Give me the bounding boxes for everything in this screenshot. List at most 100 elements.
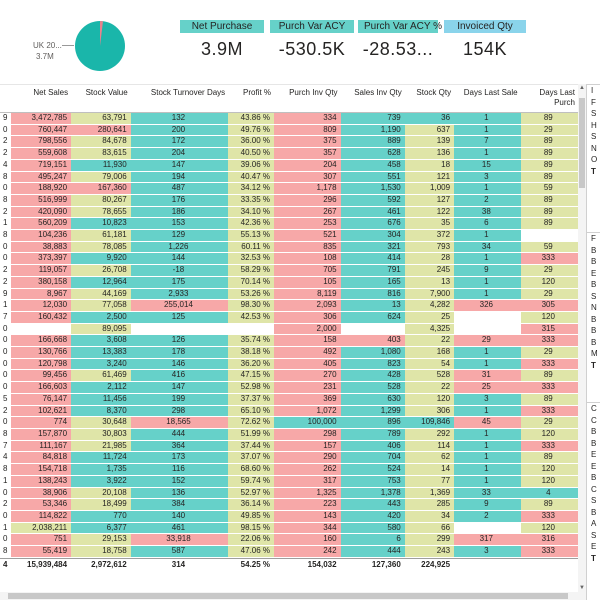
- right-panel-item[interactable]: E: [591, 450, 597, 459]
- right-panel-item[interactable]: C: [591, 404, 597, 413]
- right-panel-item[interactable]: S: [591, 530, 597, 540]
- table-row[interactable]: 0 114,822 770 140 49.85 % 143 420 34 2 333: [0, 510, 578, 523]
- table-row[interactable]: 0 774 30,648 18,565 72.62 % 100,000 896 109,846…: [0, 417, 578, 429]
- table-row[interactable]: 0 373,397 9,920 144 32.53 % 108 414 28 1 333: [0, 253, 578, 266]
- right-panel-item[interactable]: A: [591, 519, 597, 528]
- scrollbar-thumb[interactable]: [579, 98, 585, 188]
- pie-chart[interactable]: [74, 20, 126, 72]
- column-header[interactable]: Profit %: [228, 85, 275, 113]
- table-row[interactable]: 0 38,883 78,085 1,226 60.11 % 835 321 793 34 59: [0, 241, 578, 254]
- table-row[interactable]: 0 89,095 2,000 4,325 315: [0, 323, 578, 336]
- right-panel-item[interactable]: S: [591, 109, 597, 118]
- right-panel-item[interactable]: B: [591, 473, 597, 482]
- table-row[interactable]: 9 8,967 44,169 2,933 53.26 % 8,119 816 7,900 1 29: [0, 288, 578, 301]
- table-row[interactable]: 8 516,999 80,267 176 33.35 % 296 592 127 2 89: [0, 194, 578, 207]
- table-row[interactable]: 2 102,621 8,370 298 65.10 % 1,072 1,299 306 1 333: [0, 405, 578, 418]
- table-row[interactable]: 2 420,090 78,655 186 34.10 % 267 461 122 38 89: [0, 206, 578, 219]
- right-panel-item[interactable]: E: [591, 461, 597, 471]
- column-header[interactable]: Stock Qty: [404, 85, 455, 113]
- right-panel-item[interactable]: B: [591, 245, 597, 255]
- table-row[interactable]: 8 55,419 18,758 587 47.06 % 242 444 243 3 333: [0, 546, 578, 558]
- table-row[interactable]: 9 3,472,785 63,791 132 43.86 % 334 739 36 1 89: [0, 113, 578, 125]
- table-vertical-scrollbar[interactable]: ▲ ▼: [578, 84, 586, 592]
- right-panel-item[interactable]: T: [591, 360, 596, 370]
- right-panel-item[interactable]: B: [591, 438, 597, 448]
- table-row[interactable]: 0 760,447 280,641 200 49.76 % 809 1,190 637 1 29: [0, 124, 578, 137]
- kpi-purch-var-acy-pct[interactable]: Purch Var ACY % -28.53...: [358, 20, 442, 60]
- table-row[interactable]: 7 160,432 2,500 125 42.53 % 306 624 25 120: [0, 311, 578, 324]
- kpi-invoiced-qty[interactable]: Invoiced Qty 154K: [444, 20, 526, 60]
- right-panel-item[interactable]: F: [591, 97, 596, 107]
- table-row[interactable]: 1 12,030 77,058 255,014 98.30 % 2,093 13 4,282 3…: [0, 300, 578, 312]
- right-panel-item[interactable]: B: [591, 507, 597, 517]
- table-row[interactable]: 2 559,608 83,615 204 40.50 % 357 628 136 1 89: [0, 148, 578, 160]
- right-panel-item[interactable]: S: [591, 496, 597, 505]
- table-row[interactable]: 2 380,158 12,964 175 70.14 % 105 165 13 1 120: [0, 276, 578, 289]
- table-row[interactable]: 8 104,236 61,181 129 55.13 % 521 304 372 1: [0, 230, 578, 242]
- table-horizontal-scrollbar[interactable]: [0, 592, 586, 600]
- right-panel-item[interactable]: I: [591, 86, 594, 95]
- table-row[interactable]: 5 76,147 11,456 199 37.37 % 369 630 120 3 89: [0, 393, 578, 406]
- right-panel-item[interactable]: S: [591, 132, 597, 141]
- right-panel-item[interactable]: T: [591, 553, 596, 563]
- right-panel-item[interactable]: O: [591, 155, 598, 164]
- right-panel-item[interactable]: N: [591, 303, 597, 312]
- table-cell: 461: [130, 522, 229, 535]
- table-row[interactable]: 1 2,038,211 6,377 461 98.15 % 344 580 66 120: [0, 522, 578, 535]
- table-row[interactable]: 0 188,920 167,360 487 34.12 % 1,178 1,530 1,009…: [0, 183, 578, 195]
- column-header[interactable]: Stock Turnover Days: [130, 85, 229, 113]
- right-panel-item[interactable]: E: [591, 542, 597, 551]
- right-panel-item[interactable]: B: [591, 257, 597, 266]
- table-row[interactable]: 0 751 29,153 33,918 22.06 % 160 6 299 317 316: [0, 534, 578, 547]
- column-header[interactable]: Net Sales: [11, 85, 72, 113]
- table-row[interactable]: 2 53,346 18,499 384 36.14 % 223 443 285 9 89: [0, 499, 578, 511]
- table-row[interactable]: 1 138,243 3,922 152 59.74 % 317 753 77 1 120: [0, 475, 578, 488]
- right-panel-item[interactable]: B: [591, 427, 597, 436]
- column-header[interactable]: Days Last Purch: [520, 85, 578, 113]
- table-row[interactable]: 8 495,247 79,006 194 40.47 % 307 551 121 3 89: [0, 171, 578, 184]
- right-panel-item[interactable]: C: [591, 484, 597, 494]
- scroll-up-icon[interactable]: ▲: [579, 85, 585, 91]
- table-row[interactable]: 0 166,668 3,608 126 35.74 % 158 403 22 29 333: [0, 335, 578, 348]
- column-header[interactable]: Days Last Sale: [454, 85, 521, 113]
- table-cell: 77: [404, 475, 455, 488]
- kpi-purch-var-acy[interactable]: Purch Var ACY -530.5K: [270, 20, 354, 60]
- matrix-table-visual[interactable]: Net Sales Stock Value Stock Turnover Days P…: [0, 84, 578, 593]
- table-row[interactable]: 8 157,870 30,803 444 51.99 % 298 789 292 1 120: [0, 428, 578, 441]
- right-panel-item[interactable]: N: [591, 143, 597, 153]
- table-row[interactable]: 2 119,057 26,708 -18 58.29 % 705 791 245 9 29: [0, 265, 578, 277]
- column-header[interactable]: Sales Inv Qty: [340, 85, 405, 113]
- column-header[interactable]: Stock Value: [71, 85, 131, 113]
- table-row[interactable]: 7 111,167 21,985 364 37.44 % 157 406 114 1 333: [0, 440, 578, 453]
- table-cell: 4,282: [404, 300, 455, 312]
- table-row[interactable]: 0 38,906 20,108 136 52.97 % 1,325 1,378 1,369 33…: [0, 487, 578, 500]
- table-cell: 1: [454, 183, 521, 195]
- right-panel-item[interactable]: B: [591, 326, 597, 335]
- right-panel-item[interactable]: F: [591, 234, 596, 243]
- column-header[interactable]: Purch Inv Qty: [274, 85, 341, 113]
- table-row[interactable]: 4 84,818 11,724 173 37.07 % 290 704 62 1 89: [0, 452, 578, 465]
- kpi-net-purchase[interactable]: Net Purchase 3.9M: [180, 20, 264, 60]
- table-row[interactable]: 4 719,151 11,930 147 39.06 % 204 458 18 15 89: [0, 159, 578, 172]
- table-row[interactable]: 8 154,718 1,735 116 68.60 % 262 524 14 1 120: [0, 464, 578, 476]
- right-panel-item[interactable]: B: [591, 337, 597, 347]
- table-row[interactable]: 0 130,766 13,383 178 38.18 % 492 1,080 168 1 29: [0, 347, 578, 359]
- pie-slice-other[interactable]: [100, 21, 103, 46]
- table-row[interactable]: 0 99,456 61,469 416 47.15 % 270 428 528 31 89: [0, 370, 578, 383]
- table-row[interactable]: 0 120,798 3,240 146 36.20 % 405 823 54 1 333: [0, 358, 578, 371]
- right-panel-item[interactable]: B: [591, 280, 597, 289]
- table-row[interactable]: 2 798,556 84,678 172 36.00 % 375 889 139 7 89: [0, 136, 578, 149]
- right-panel-item[interactable]: S: [591, 291, 597, 301]
- scrollbar-thumb[interactable]: [8, 593, 568, 599]
- right-panel-item[interactable]: C: [591, 415, 597, 425]
- table-row[interactable]: 1 560,209 10,823 153 42.36 % 253 676 35 6 89: [0, 218, 578, 231]
- scroll-down-icon[interactable]: ▼: [579, 585, 585, 591]
- right-panel-item[interactable]: B: [591, 314, 597, 324]
- right-panel-item[interactable]: M: [591, 349, 598, 358]
- right-panel-item[interactable]: H: [591, 120, 597, 130]
- table-row[interactable]: 0 166,603 2,112 147 52.98 % 231 528 22 25 333: [0, 382, 578, 394]
- column-header[interactable]: [0, 85, 12, 113]
- total-cell: 2,972,612: [71, 557, 131, 572]
- right-panel-item[interactable]: T: [591, 166, 596, 176]
- right-panel-item[interactable]: E: [591, 268, 597, 278]
